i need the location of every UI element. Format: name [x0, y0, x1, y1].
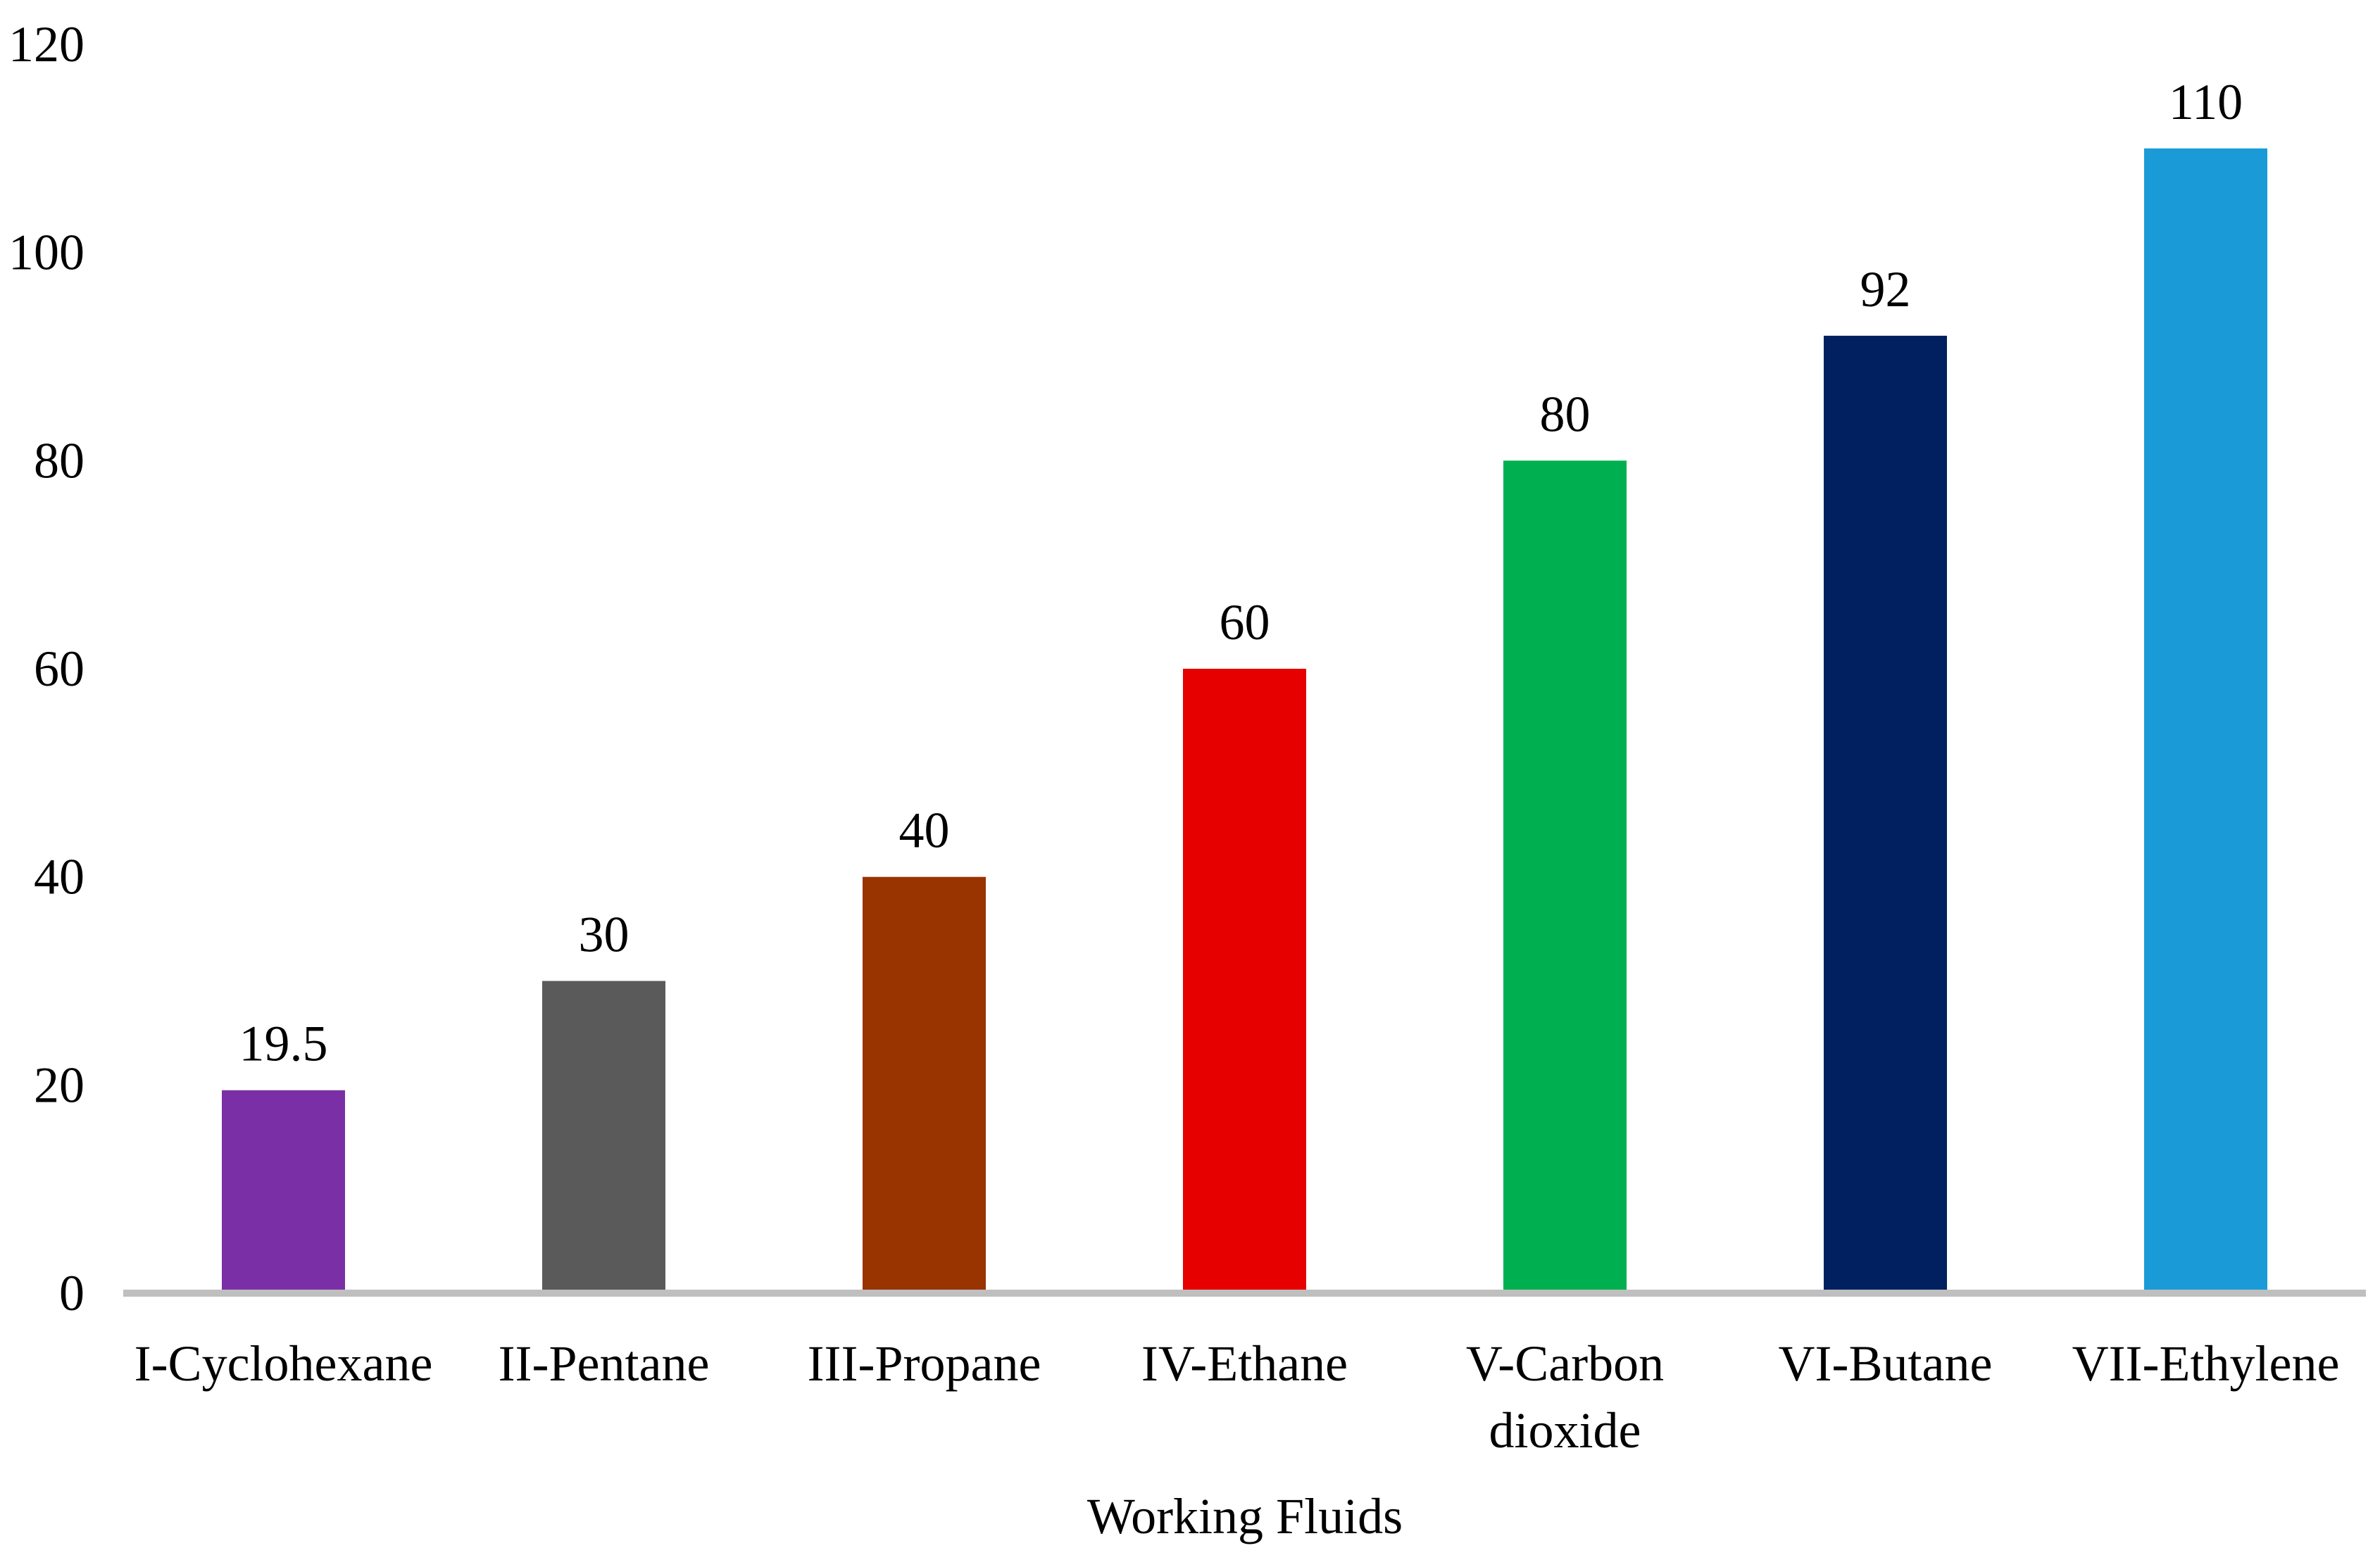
x-axis-category-labels: I-Cyclohexane II-Pentane III-Propane IV-Eth… [134, 1335, 2340, 1459]
data-labels: 19.5 30 40 60 80 92 110 [239, 74, 2243, 1072]
x-tick-label: IV-Ethane [1141, 1335, 1348, 1392]
data-label: 30 [579, 907, 630, 963]
bar [863, 876, 986, 1293]
bars [222, 148, 2267, 1294]
y-tick-label: 20 [34, 1057, 84, 1113]
x-axis-title: Working Fluids [1087, 1488, 1403, 1544]
y-axis-ticks: 0 20 40 60 80 100 120 [8, 16, 84, 1321]
x-tick-label: VI-Butane [1779, 1335, 1993, 1392]
data-label: 110 [2169, 74, 2243, 130]
y-tick-label: 40 [34, 849, 84, 905]
data-label: 92 [1860, 261, 1911, 317]
y-tick-label: 60 [34, 641, 84, 697]
bar [1183, 669, 1306, 1293]
y-tick-label: 80 [34, 432, 84, 489]
data-label: 40 [899, 803, 950, 859]
x-tick-label: VII-Ethylene [2072, 1335, 2340, 1392]
bar [1824, 335, 1947, 1293]
x-tick-label: II-Pentane [499, 1335, 710, 1392]
y-tick-label: 0 [59, 1265, 84, 1321]
x-tick-label: V-Carbon dioxide [1466, 1335, 1664, 1459]
data-label: 19.5 [239, 1016, 328, 1072]
y-tick-label: 120 [8, 16, 84, 73]
bar [2144, 148, 2267, 1293]
bar [222, 1090, 345, 1293]
bar [1503, 460, 1627, 1294]
x-tick-label: I-Cyclohexane [134, 1335, 433, 1392]
y-tick-label: 100 [8, 225, 84, 281]
data-label: 80 [1540, 386, 1591, 442]
bar [542, 981, 665, 1293]
data-label: 60 [1220, 594, 1270, 650]
x-tick-label: III-Propane [808, 1335, 1041, 1392]
